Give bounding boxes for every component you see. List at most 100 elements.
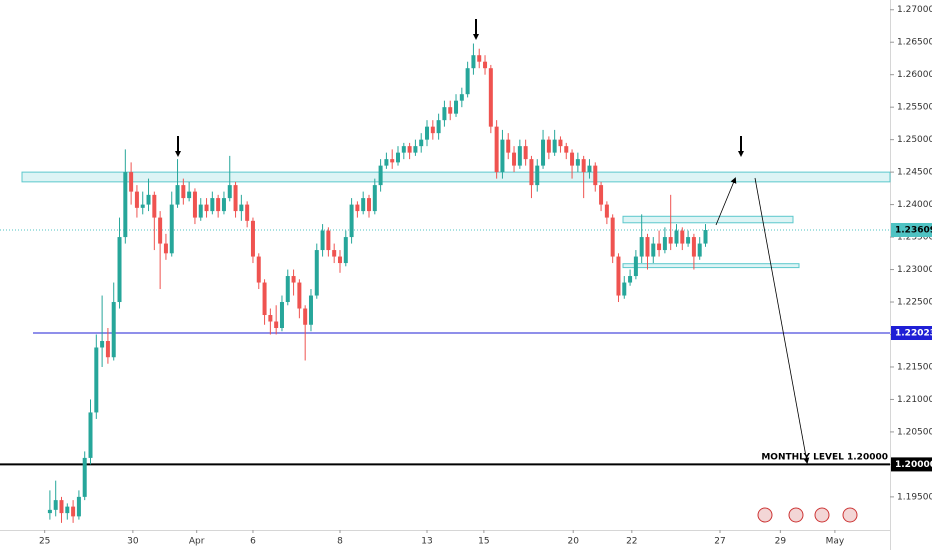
candle-body xyxy=(680,230,685,244)
candle-body xyxy=(552,139,557,153)
candle-body xyxy=(169,204,174,254)
candle-body xyxy=(459,94,464,101)
candle-body xyxy=(308,295,313,325)
candle-body xyxy=(187,191,192,199)
projection-arrow xyxy=(715,177,737,226)
candle-body xyxy=(361,198,366,212)
x-tick-label: 29 xyxy=(775,537,787,547)
candle-body xyxy=(494,126,499,173)
y-tick-label: 1.27000 xyxy=(897,5,932,15)
candle-body xyxy=(488,68,493,127)
candle-body xyxy=(390,159,395,163)
candle-body xyxy=(268,315,273,322)
candle-body xyxy=(111,302,116,358)
candle-body xyxy=(454,100,459,114)
candle-body xyxy=(465,68,470,95)
event-icons xyxy=(757,507,858,523)
candle-body xyxy=(512,152,517,166)
candle-body xyxy=(71,506,76,517)
candle-body xyxy=(163,243,168,254)
candle-body xyxy=(291,276,296,283)
candle-body xyxy=(604,204,609,218)
price-label: 1.20000 xyxy=(895,460,932,470)
candle-body xyxy=(378,165,383,186)
candle-body xyxy=(686,237,691,244)
candle-body xyxy=(134,191,139,208)
candle-body xyxy=(575,159,580,166)
candle-body xyxy=(82,457,87,497)
candle-body xyxy=(413,146,418,153)
candle-body xyxy=(436,120,441,134)
candle-body xyxy=(239,204,244,212)
projection-arrow xyxy=(754,177,810,464)
candle-body xyxy=(425,126,430,140)
candle-body xyxy=(297,282,302,309)
y-tick-label: 1.26000 xyxy=(897,70,932,80)
axes: 1.19500 1.20000 1.20500 1.21000 1.21500 1.220… xyxy=(39,5,932,547)
y-tick-label: 1.25000 xyxy=(897,135,932,145)
candle-body xyxy=(233,185,238,212)
candle-body xyxy=(419,139,424,147)
candle-body xyxy=(100,340,105,348)
candle-body xyxy=(581,159,586,173)
candle-body xyxy=(204,204,209,212)
candle-body xyxy=(396,152,401,163)
y-tick-label: 1.22500 xyxy=(897,298,932,308)
candle-body xyxy=(442,107,447,121)
candle-body xyxy=(216,198,221,212)
candle-body xyxy=(645,237,650,257)
candle-body xyxy=(372,185,377,212)
event-icon[interactable] xyxy=(788,507,804,523)
candle-body xyxy=(65,506,70,514)
candle-body xyxy=(622,282,627,296)
candle-body xyxy=(430,126,435,134)
candle-body xyxy=(227,185,232,199)
candle-body xyxy=(343,237,348,264)
x-tick-label: 6 xyxy=(250,537,256,547)
y-tick-label: 1.25500 xyxy=(897,103,932,113)
candle-body xyxy=(366,198,371,212)
candle-body xyxy=(674,230,679,244)
candle-body xyxy=(657,243,662,251)
x-tick-label: 30 xyxy=(127,537,139,547)
candle-body xyxy=(94,347,99,413)
price-label-box xyxy=(891,222,932,237)
candle-body xyxy=(593,165,598,186)
event-icon[interactable] xyxy=(814,507,830,523)
candle-body xyxy=(140,204,145,208)
candle-body xyxy=(129,172,134,192)
y-tick-label: 1.26500 xyxy=(897,38,932,48)
candle-body xyxy=(523,146,528,160)
candle-body xyxy=(570,152,575,166)
candle-body xyxy=(88,412,93,458)
event-icon[interactable] xyxy=(842,507,858,523)
candle-body xyxy=(152,194,157,218)
y-tick-label: 1.24500 xyxy=(897,168,932,178)
candle-body xyxy=(697,243,702,257)
candle-body xyxy=(401,146,406,153)
candle-body xyxy=(250,220,255,257)
candle-body xyxy=(477,55,482,62)
x-tick-label: May xyxy=(826,537,845,547)
x-tick-label: 8 xyxy=(337,537,343,547)
candle-body xyxy=(337,256,342,264)
candle-body xyxy=(517,146,522,166)
candle-body xyxy=(256,256,261,283)
y-tick-label: 1.19500 xyxy=(897,492,932,502)
candle-body xyxy=(320,230,325,251)
candle-body xyxy=(703,229,708,244)
candle-body xyxy=(506,139,511,153)
candle-body xyxy=(355,204,360,212)
candle-body xyxy=(500,139,505,173)
event-icon[interactable] xyxy=(757,507,773,523)
candle-body xyxy=(616,256,621,296)
annotation: MONTHLY LEVEL 1.20000 xyxy=(761,453,888,463)
candle-body xyxy=(564,146,569,153)
candle-body xyxy=(691,237,696,257)
candle-body xyxy=(181,185,186,199)
candle-body xyxy=(123,172,128,238)
candle-body xyxy=(146,194,151,205)
x-tick-label: Apr xyxy=(189,537,205,547)
candle-body xyxy=(59,500,64,514)
candle-body xyxy=(610,217,615,257)
